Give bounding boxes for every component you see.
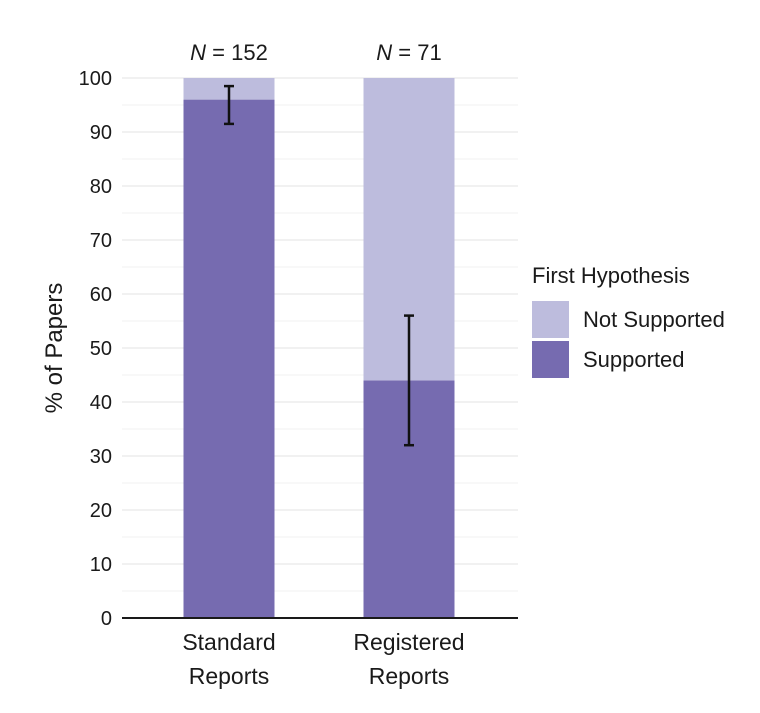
n-labels: N = 152 N = 71 [190, 40, 442, 65]
y-tick-label: 30 [90, 446, 112, 468]
legend-label: Not Supported [583, 307, 725, 332]
gridlines [122, 77, 518, 592]
y-tick-label: 50 [90, 338, 112, 360]
category-label: Standard [182, 629, 275, 655]
y-tick-label: 60 [90, 284, 112, 306]
y-tick-label: 70 [90, 230, 112, 252]
legend-swatch [532, 341, 569, 378]
y-axis-label: % of Papers [41, 283, 68, 414]
n-label-count: = 152 [206, 40, 268, 65]
y-tick-label: 10 [90, 554, 112, 576]
category-label: Reports [189, 663, 270, 689]
y-tick-label: 0 [101, 608, 112, 630]
category-labels: Standard Reports Registered Reports [182, 629, 464, 689]
legend: First Hypothesis Not Supported Supported [532, 263, 725, 378]
y-tick-label: 40 [90, 392, 112, 414]
y-tick-label: 100 [79, 68, 112, 90]
error-bars [224, 84, 414, 447]
n-label-count: = 71 [392, 40, 442, 65]
bar-supported [183, 99, 275, 619]
category-label: Reports [369, 663, 450, 689]
legend-title: First Hypothesis [532, 263, 690, 288]
y-tick-label: 80 [90, 176, 112, 198]
n-label: N = 152 [190, 40, 268, 65]
y-tick-labels: 0 10 20 30 40 50 60 70 80 90 100 [79, 68, 112, 630]
category-label: Registered [353, 629, 464, 655]
n-label: N = 71 [376, 40, 441, 65]
n-label-symbol: N [376, 40, 392, 65]
y-tick-label: 20 [90, 500, 112, 522]
n-label-symbol: N [190, 40, 206, 65]
legend-swatch [532, 301, 569, 338]
y-tick-label: 90 [90, 122, 112, 144]
legend-label: Supported [583, 347, 685, 372]
